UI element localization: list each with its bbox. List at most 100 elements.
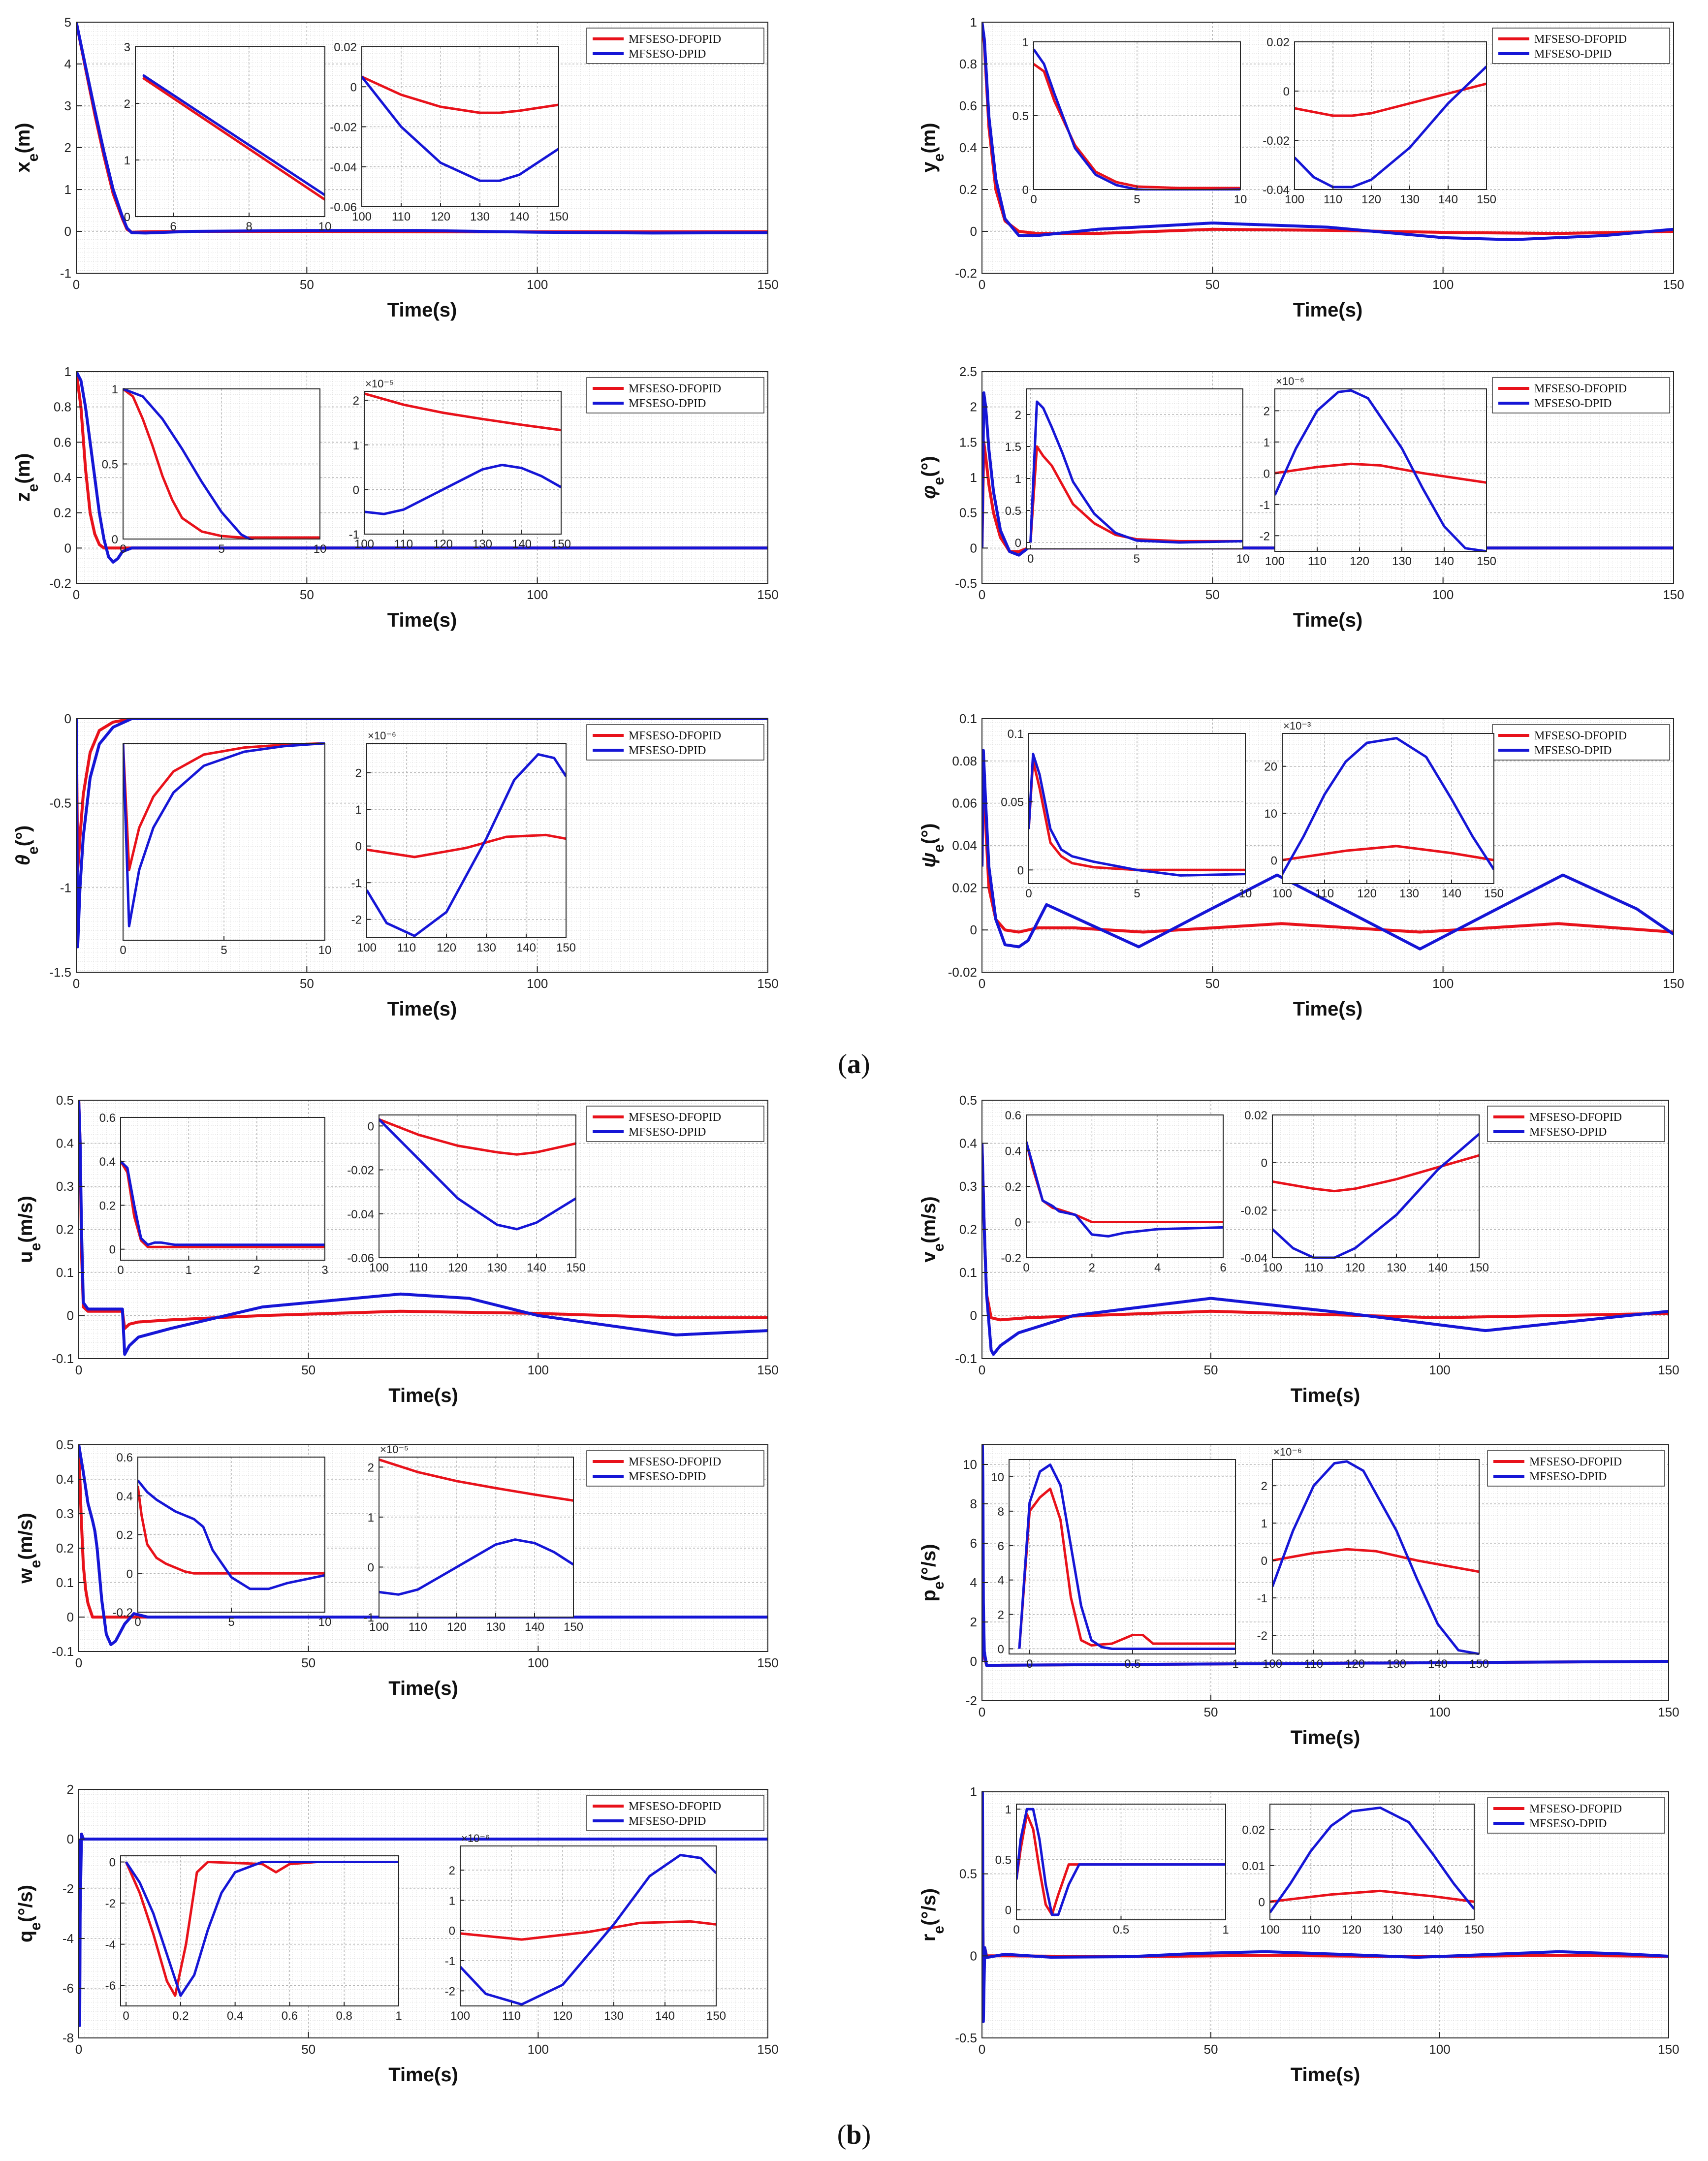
caption-a: (a) bbox=[838, 1049, 870, 1080]
chart-ye-legend: MFSESO-DFOPID MFSESO-DPID bbox=[1492, 28, 1670, 64]
chart-phie-inset-2-minor-grid bbox=[1275, 389, 1487, 551]
chart-ye-xtick-label: 150 bbox=[1663, 277, 1684, 292]
chart-re-inset-1-xtick-label: 1 bbox=[1222, 1923, 1229, 1937]
chart-qe-inset-2-xtick-label: 140 bbox=[655, 2009, 675, 2023]
chart-xe-inset-2-xtick-label: 130 bbox=[470, 210, 490, 223]
chart-thetae-ytick-label: 0 bbox=[64, 711, 71, 726]
chart-we-inset-1-minor-grid bbox=[138, 1457, 325, 1612]
chart-qe-ytick-label: 0 bbox=[67, 1832, 74, 1846]
chart-xe-inset-1-xtick-label: 8 bbox=[246, 220, 252, 233]
chart-ye-legend-dpid-label: MFSESO-DPID bbox=[1534, 48, 1612, 61]
chart-psie-inset-1-series-dpid-line bbox=[1029, 753, 1245, 877]
chart-ye-series-dpid-line bbox=[982, 22, 1674, 241]
chart-ve-inset-2-series-dpid-line bbox=[1272, 1133, 1479, 1259]
chart-re-legend: MFSESO-DFOPID MFSESO-DPID bbox=[1487, 1797, 1665, 1834]
chart-qe-inset-1-series-dfopid-line bbox=[125, 1861, 399, 1997]
chart-ze-ytick-label: 0.8 bbox=[54, 400, 71, 414]
chart-ve: 0 50 100 150-0.100.10.20.30.40.5Time(s)ve(m… bbox=[918, 1093, 1679, 1406]
chart-ze-ytick-label: 0 bbox=[64, 540, 71, 555]
chart-re-inset-1-xtick-label: 0.5 bbox=[1113, 1923, 1129, 1937]
chart-ve-legend-box bbox=[1487, 1106, 1665, 1142]
chart-ve-inset-2-series-dfopid-line bbox=[1272, 1154, 1479, 1193]
chart-qe-legend-box bbox=[586, 1795, 764, 1831]
chart-re-xtick-label: 50 bbox=[1204, 2042, 1218, 2057]
chart-qe-inset-1-frame bbox=[120, 1855, 399, 2006]
chart-thetae-inset-2-series-dfopid-line bbox=[367, 833, 566, 858]
chart-psie-ytick-label: -0.02 bbox=[948, 965, 977, 980]
chart-pe-ylabel-subscript: e bbox=[931, 1581, 947, 1589]
chart-re-xtick-label: 0 bbox=[979, 2042, 985, 2057]
chart-qe-inset-1-ytick-label: -6 bbox=[105, 1979, 116, 1993]
chart-ve-ytick-label: 0.5 bbox=[959, 1093, 977, 1108]
chart-xe-inset-2-series-dfopid-line bbox=[362, 75, 559, 114]
chart-thetae-xtick-label: 50 bbox=[300, 976, 314, 991]
chart-re-ytick-label: 0.5 bbox=[959, 1867, 977, 1881]
chart-psie-inset-1-ytick-label: 0.05 bbox=[1001, 796, 1024, 809]
chart-xe-inset-2: 100 110 120 130 140 150 -0.06 -0.04 -0.02 0 0.02 bbox=[330, 41, 569, 223]
chart-ue-ytick-label: 0.2 bbox=[56, 1222, 74, 1237]
chart-psie-legend: MFSESO-DFOPID MFSESO-DPID bbox=[1492, 724, 1670, 761]
chart-phie-inset-1-frame bbox=[1026, 388, 1243, 549]
chart-we-xtick-label: 100 bbox=[528, 1655, 549, 1670]
chart-thetae-inset-2: 100 110 120 130 140 150 -2 -1 0 1 2 ×10⁻⁶ bbox=[351, 730, 576, 954]
chart-psie-inset-2-frame bbox=[1282, 733, 1494, 884]
chart-phie-inset-1-xtick-label: 0 bbox=[1027, 552, 1034, 566]
chart-ue-inset-2-frame bbox=[379, 1114, 576, 1258]
chart-xe-ytick-label: -1 bbox=[60, 266, 71, 281]
chart-pe-legend-dpid-label: MFSESO-DPID bbox=[1529, 1470, 1607, 1483]
chart-ye-inset-2-frame bbox=[1294, 41, 1487, 190]
chart-re-xtick-label: 150 bbox=[1658, 2042, 1679, 2057]
chart-pe-ytick-label: -2 bbox=[966, 1693, 977, 1708]
chart-thetae-xtick-label: 0 bbox=[73, 976, 80, 991]
chart-we-inset-1: 0 5 10-0.200.20.40.6 bbox=[113, 1451, 332, 1629]
chart-ue-series-dpid-line bbox=[79, 1100, 768, 1356]
chart-pe-inset-1-ytick-label: 8 bbox=[998, 1505, 1004, 1519]
chart-psie-legend-dpid-label: MFSESO-DPID bbox=[1534, 744, 1612, 757]
chart-ye-inset-2-ytick-label: -0.04 bbox=[1263, 184, 1290, 197]
chart-xe-inset-2-ytick-label: 0.02 bbox=[334, 41, 357, 54]
chart-we-ytick-label: 0.3 bbox=[56, 1506, 74, 1521]
chart-qe-inset-1-minor-grid bbox=[121, 1856, 399, 2006]
chart-ue-ytick-label: 0.1 bbox=[56, 1265, 74, 1280]
chart-qe-inset-2-minor-grid bbox=[460, 1846, 716, 2006]
chart-xe-ytick-label: 2 bbox=[64, 140, 71, 155]
chart-re-inset-1-ytick-label: 1 bbox=[1005, 1803, 1012, 1816]
chart-ze-inset-2-exponent: ×10⁻⁵ bbox=[365, 378, 394, 390]
chart-ye: 0 50 100 150-0.200.20.40.60.81Time(s)ye(m)M… bbox=[918, 15, 1684, 321]
chart-psie-ytick-label: 0.02 bbox=[952, 880, 977, 895]
chart-phie-inset-2-xtick-label: 100 bbox=[1265, 555, 1285, 568]
chart-xe-inset-2-ytick-label: -0.04 bbox=[330, 161, 357, 174]
chart-ve-inset-1-ytick-label: 0 bbox=[1015, 1216, 1021, 1230]
chart-psie-inset-2-minor-grid bbox=[1282, 733, 1494, 884]
chart-psie-inset-2-series-dfopid-line bbox=[1282, 845, 1494, 861]
chart-ye-inset-1-xtick-label: 5 bbox=[1134, 193, 1140, 206]
chart-re-inset-2-xtick-label: 130 bbox=[1383, 1923, 1402, 1937]
chart-ue-xlabel: Time(s) bbox=[388, 1385, 458, 1406]
chart-ve-xtick-label: 0 bbox=[979, 1363, 985, 1377]
chart-ve-inset-1-xtick-label: 4 bbox=[1154, 1261, 1161, 1274]
chart-re-inset-2: 100 110 120 130 140 150 0 0.01 0.02 bbox=[1242, 1804, 1484, 1937]
chart-ze-inset-2-ytick-label: 2 bbox=[353, 394, 359, 408]
chart-ye-ytick-label: 0.8 bbox=[959, 57, 977, 71]
chart-re-legend-dpid-label: MFSESO-DPID bbox=[1529, 1817, 1607, 1830]
chart-phie-ytick-label: 2 bbox=[970, 400, 977, 414]
chart-ve-ytick-label: 0 bbox=[970, 1308, 977, 1323]
chart-psie-ytick-label: 0 bbox=[970, 922, 977, 937]
chart-re-xtick-label: 100 bbox=[1429, 2042, 1450, 2057]
chart-phie-legend-dpid-label: MFSESO-DPID bbox=[1534, 397, 1612, 410]
chart-qe-inset-1-ytick-label: -2 bbox=[105, 1897, 116, 1910]
chart-xe-ytick-label: 5 bbox=[64, 15, 71, 30]
chart-pe-inset-2-minor-grid bbox=[1272, 1460, 1479, 1654]
chart-ue-inset-2-xtick-label: 120 bbox=[448, 1261, 468, 1274]
chart-pe-ylabel: pe(°/s) bbox=[918, 1544, 947, 1601]
chart-phie-inset-1-xtick-label: 5 bbox=[1134, 552, 1140, 566]
chart-thetae-inset-2-ytick-label: 0 bbox=[355, 840, 362, 854]
chart-psie-ylabel-symbol: ψ bbox=[918, 853, 940, 868]
chart-psie-inset-2-ytick-label: 0 bbox=[1271, 854, 1277, 867]
chart-we-ylabel-unit: (m/s) bbox=[15, 1513, 36, 1560]
chart-ye-inset-1-xtick-label: 10 bbox=[1234, 193, 1247, 206]
chart-re-series-dpid-line bbox=[982, 1791, 1669, 2023]
chart-we-inset-1-xtick-label: 0 bbox=[134, 1616, 141, 1629]
chart-ve-ylabel-unit: (m/s) bbox=[918, 1196, 940, 1243]
